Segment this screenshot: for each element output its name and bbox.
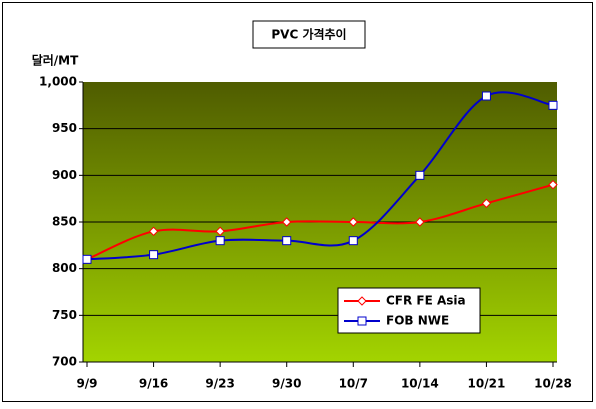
marker xyxy=(357,296,367,306)
marker xyxy=(481,91,491,101)
series-line xyxy=(86,91,554,261)
marker xyxy=(548,179,558,190)
x-tick-label: 10/28 xyxy=(534,377,572,391)
chart-title: PVC 가격추이 xyxy=(271,27,346,42)
y-axis-label: 달러/MT xyxy=(32,53,79,68)
marker xyxy=(82,254,92,264)
x-tick-label: 9/23 xyxy=(205,377,234,391)
marker xyxy=(481,198,492,209)
marker xyxy=(215,226,225,237)
y-tick-label: 950 xyxy=(52,121,77,135)
x-tick-label: 10/21 xyxy=(468,377,506,391)
y-tick-label: 750 xyxy=(52,308,77,322)
marker xyxy=(215,236,225,246)
y-tick-label: 1,000 xyxy=(39,75,77,89)
y-tick-label: 900 xyxy=(52,168,77,182)
x-tick-label: 9/16 xyxy=(139,377,168,391)
marker xyxy=(282,236,292,246)
y-tick-label: 800 xyxy=(52,261,77,275)
marker xyxy=(148,226,159,237)
x-tick-label: 9/9 xyxy=(76,377,97,391)
marker xyxy=(282,217,292,227)
marker xyxy=(415,217,425,227)
y-tick-label: 850 xyxy=(52,215,77,229)
marker xyxy=(415,170,425,180)
x-tick-label: 10/14 xyxy=(401,377,439,391)
marker xyxy=(357,316,367,326)
title-box xyxy=(252,20,366,49)
x-tick-label: 10/7 xyxy=(339,377,368,391)
marker xyxy=(149,250,159,260)
legend-label: CFR FE Asia xyxy=(386,294,466,308)
series-line xyxy=(86,183,554,261)
y-tick-label: 700 xyxy=(52,355,77,369)
legend-label: FOB NWE xyxy=(386,314,449,328)
x-tick-label: 9/30 xyxy=(272,377,301,391)
marker xyxy=(348,217,358,227)
marker xyxy=(348,236,358,246)
marker xyxy=(548,100,558,110)
